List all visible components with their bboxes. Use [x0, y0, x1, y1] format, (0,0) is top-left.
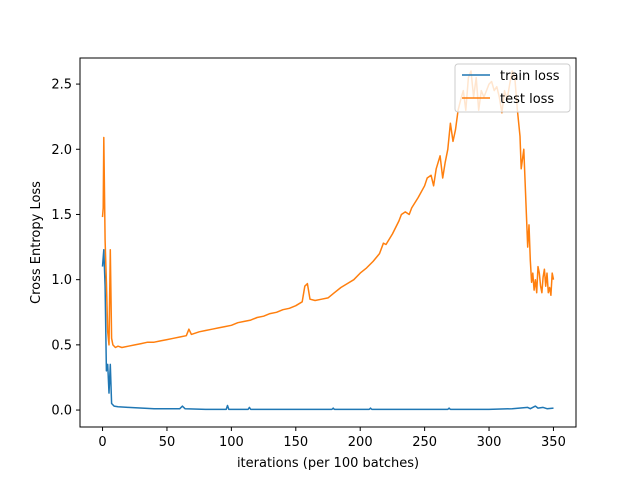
- x-tick-label: 150: [283, 435, 308, 450]
- x-tick-label: 300: [477, 435, 502, 450]
- series-line-train-loss: [101, 248, 554, 411]
- x-axis-label: iterations (per 100 batches): [237, 456, 419, 471]
- series-line-test-loss: [101, 70, 555, 349]
- x-tick-label: 350: [541, 435, 566, 450]
- x-tick-label: 0: [98, 435, 106, 450]
- x-tick-label: 50: [159, 435, 176, 450]
- y-tick-label: 1.0: [51, 273, 72, 288]
- legend-label-test-loss: test loss: [500, 92, 554, 107]
- x-tick-label: 250: [412, 435, 437, 450]
- y-axis-label: Cross Entropy Loss: [29, 181, 44, 304]
- legend-label-train-loss: train loss: [500, 69, 560, 84]
- legend-box: [454, 63, 571, 113]
- x-axis-ticks: 0 50 100 150 200 250 300 350: [98, 427, 566, 450]
- x-tick-label: 200: [348, 435, 373, 450]
- y-axis-ticks: 0.0 0.5 1.0 1.5 2.0 2.5: [51, 78, 80, 419]
- y-tick-label: 0.0: [51, 404, 72, 419]
- series-layer: [101, 70, 555, 411]
- plot-frame: [79, 57, 577, 428]
- y-tick-label: 2.5: [51, 78, 72, 93]
- legend: train loss test loss: [454, 63, 571, 113]
- x-tick-label: 100: [219, 435, 244, 450]
- y-tick-label: 2.0: [51, 143, 72, 158]
- plot-area: [80, 58, 576, 427]
- y-tick-label: 1.5: [51, 208, 72, 223]
- y-tick-label: 0.5: [51, 338, 72, 353]
